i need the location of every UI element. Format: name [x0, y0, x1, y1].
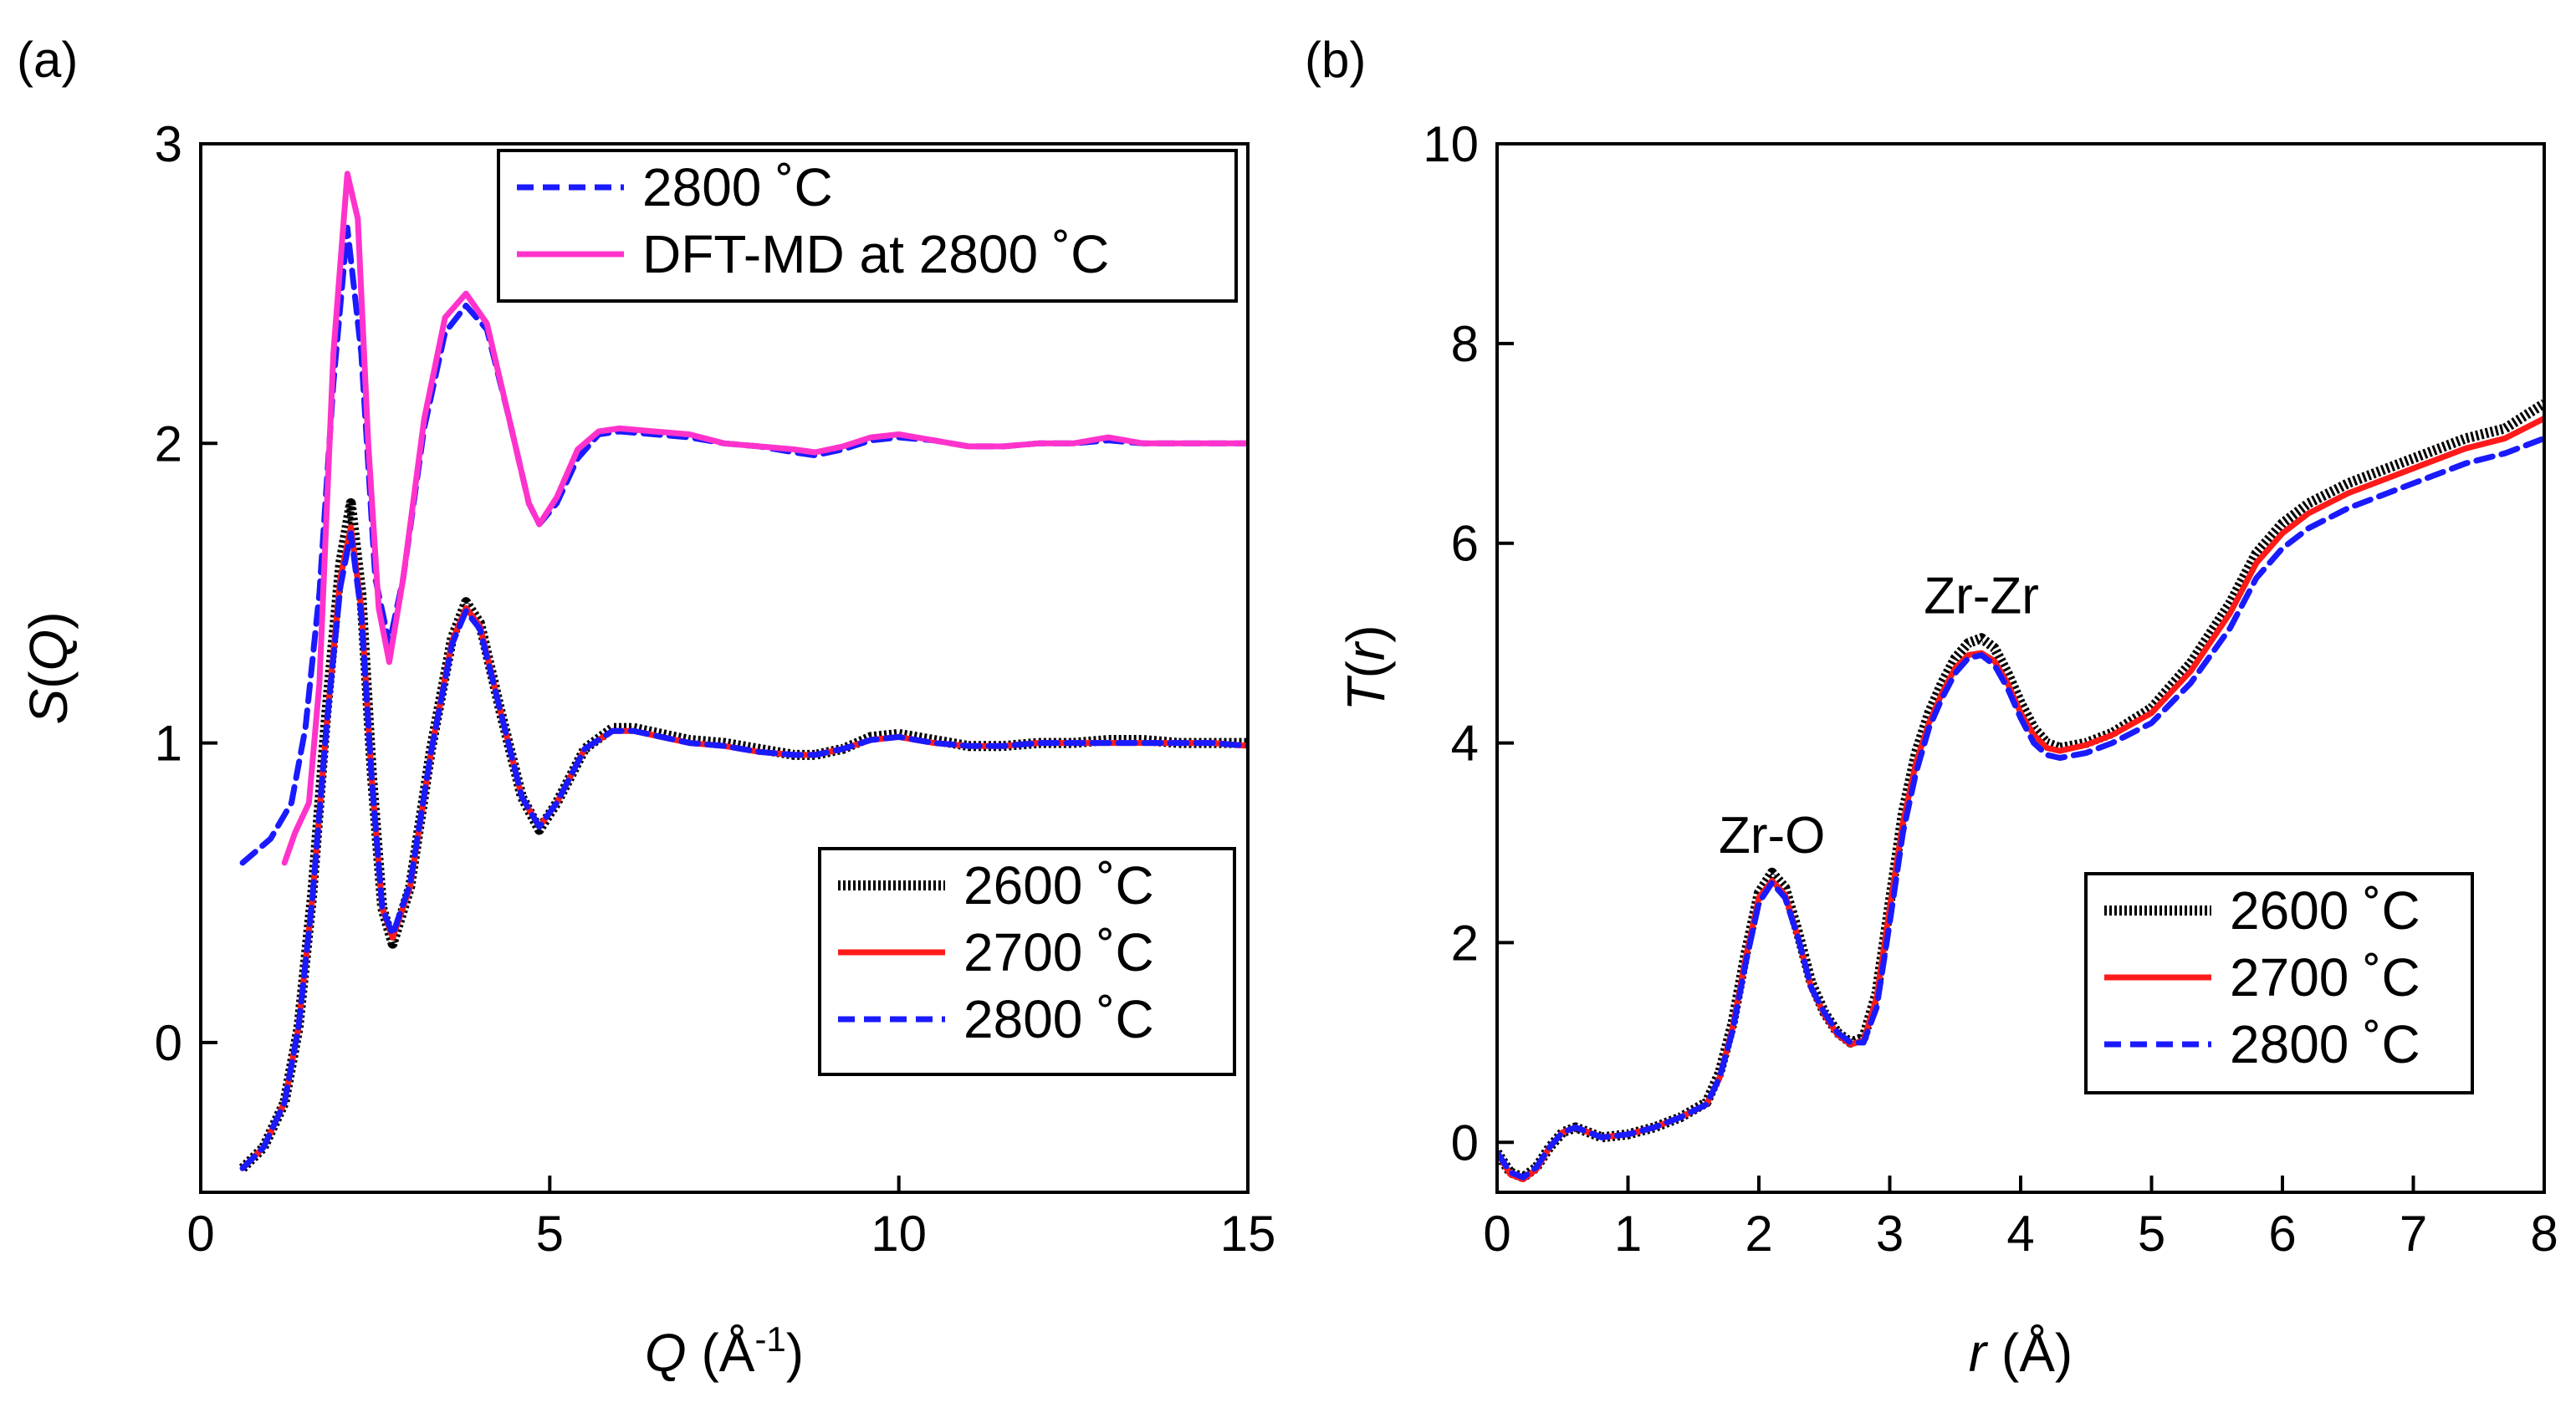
peak-annotation: Zr-O	[1719, 807, 1825, 865]
legend-label: 2700 ˚C	[963, 922, 1154, 982]
series-line-0	[239, 224, 1248, 866]
y-tick-label: 1	[155, 716, 182, 772]
series-line-1	[281, 171, 1248, 866]
peak-annotation: Zr-Zr	[1924, 567, 2039, 625]
legend-label: DFT-MD at 2800 ˚C	[642, 224, 1109, 284]
legend-box	[497, 149, 1238, 303]
y-tick-label: 4	[1451, 716, 1479, 772]
series-line-2	[1497, 435, 2544, 1181]
x-tick-label: 6	[2268, 1206, 2296, 1262]
x-axis-unit-close: )	[786, 1323, 804, 1383]
y-axis-arg: r	[1336, 640, 1396, 661]
y-axis-paren-close: )	[18, 611, 79, 629]
series-group	[1497, 399, 2544, 1183]
x-tick-label: 7	[2400, 1206, 2427, 1262]
legend-label: 2800 ˚C	[963, 989, 1154, 1049]
x-tick-label: 10	[871, 1206, 927, 1262]
series-line-2	[238, 497, 1248, 1172]
x-tick-label: 5	[536, 1206, 564, 1262]
legend-top-right: 2800 ˚C DFT-MD at 2800 ˚C	[497, 149, 1238, 303]
legend-label: 2700 ˚C	[2230, 947, 2420, 1008]
panel-label: (a)	[17, 32, 78, 88]
y-tick-label: 2	[1451, 915, 1479, 971]
panel-label: (b)	[1305, 32, 1366, 88]
y-axis-paren-open: (	[1336, 661, 1396, 678]
y-axis-var: S	[18, 689, 79, 725]
legend-label: 2800 ˚C	[642, 157, 833, 217]
x-tick-label: 1	[1614, 1206, 1642, 1262]
y-axis-paren-open: (	[18, 671, 79, 689]
x-tick-label: 3	[1876, 1206, 1904, 1262]
x-tick-label: 0	[1483, 1206, 1510, 1262]
x-axis-unit: (Å)	[1986, 1323, 2073, 1383]
y-tick-label: 0	[155, 1015, 182, 1071]
y-tick-label: 6	[1451, 516, 1479, 572]
y-axis-label: T(r)	[1336, 625, 1396, 711]
x-tick-label: 8	[2530, 1206, 2558, 1262]
x-tick-label: 4	[2006, 1206, 2034, 1262]
x-axis-var: Q	[645, 1323, 687, 1383]
x-axis-label: r (Å)	[1969, 1323, 2073, 1383]
y-tick-label: 10	[1423, 116, 1479, 172]
legend-label: 2600 ˚C	[2230, 880, 2420, 941]
x-axis-unit: (Å	[687, 1323, 755, 1383]
legend-label: 2600 ˚C	[963, 855, 1154, 916]
y-axis-arg: Q	[18, 630, 79, 671]
x-tick-label: 15	[1220, 1206, 1276, 1262]
y-tick-label: 3	[155, 116, 182, 172]
y-axis-label: S(Q)	[18, 611, 79, 724]
series-line-4	[239, 530, 1248, 1171]
y-axis-paren-close: )	[1336, 625, 1396, 642]
x-axis-superscript: -1	[754, 1319, 785, 1359]
x-tick-label: 5	[2138, 1206, 2165, 1262]
x-tick-label: 2	[1745, 1206, 1772, 1262]
legend-label: 2800 ˚C	[2230, 1014, 2420, 1074]
y-tick-label: 2	[155, 416, 182, 472]
x-axis-var: r	[1969, 1323, 1989, 1383]
y-tick-label: 0	[1451, 1115, 1479, 1171]
x-tick-label: 0	[187, 1206, 214, 1262]
y-tick-label: 8	[1451, 316, 1479, 372]
y-axis-var: T	[1336, 676, 1396, 712]
plot-frame	[199, 142, 1250, 1194]
x-axis-label: Q (Å-1)	[645, 1319, 804, 1383]
series-group	[238, 171, 1248, 1172]
